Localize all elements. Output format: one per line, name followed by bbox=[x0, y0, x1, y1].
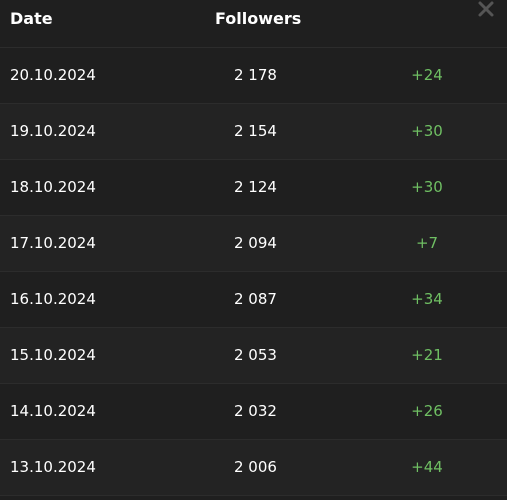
followers-column-header: Followers bbox=[215, 9, 302, 28]
table-row: 14.10.2024 2 032 +26 bbox=[0, 384, 507, 440]
row-followers: 2 094 bbox=[234, 234, 277, 252]
row-delta: +21 bbox=[411, 346, 443, 364]
row-followers: 2 087 bbox=[234, 290, 277, 308]
table-row: 20.10.2024 2 178 +24 bbox=[0, 48, 507, 104]
row-date: 14.10.2024 bbox=[10, 402, 96, 420]
row-delta: +24 bbox=[411, 66, 443, 84]
row-followers: 2 154 bbox=[234, 122, 277, 140]
table-row: 18.10.2024 2 124 +30 bbox=[0, 160, 507, 216]
row-date: 15.10.2024 bbox=[10, 346, 96, 364]
row-followers: 2 124 bbox=[234, 178, 277, 196]
close-icon bbox=[478, 1, 494, 17]
row-followers: 2 178 bbox=[234, 66, 277, 84]
row-followers: 2 053 bbox=[234, 346, 277, 364]
table-row: 17.10.2024 2 094 +7 bbox=[0, 216, 507, 272]
row-date: 17.10.2024 bbox=[10, 234, 96, 252]
close-button[interactable] bbox=[477, 0, 495, 18]
row-date: 16.10.2024 bbox=[10, 290, 96, 308]
row-date: 19.10.2024 bbox=[10, 122, 96, 140]
followers-table: 20.10.2024 2 178 +24 19.10.2024 2 154 +3… bbox=[0, 48, 507, 496]
table-row: 15.10.2024 2 053 +21 bbox=[0, 328, 507, 384]
table-row: 16.10.2024 2 087 +34 bbox=[0, 272, 507, 328]
table-row: 13.10.2024 2 006 +44 bbox=[0, 440, 507, 496]
row-date: 13.10.2024 bbox=[10, 458, 96, 476]
table-row: 19.10.2024 2 154 +30 bbox=[0, 104, 507, 160]
row-date: 20.10.2024 bbox=[10, 66, 96, 84]
row-delta: +44 bbox=[411, 458, 443, 476]
row-delta: +26 bbox=[411, 402, 443, 420]
row-followers: 2 006 bbox=[234, 458, 277, 476]
row-delta: +7 bbox=[415, 234, 439, 252]
row-delta: +34 bbox=[411, 290, 443, 308]
row-followers: 2 032 bbox=[234, 402, 277, 420]
row-date: 18.10.2024 bbox=[10, 178, 96, 196]
date-column-header: Date bbox=[10, 9, 53, 28]
row-delta: +30 bbox=[411, 178, 443, 196]
row-delta: +30 bbox=[411, 122, 443, 140]
table-header: Date Followers bbox=[0, 0, 507, 48]
